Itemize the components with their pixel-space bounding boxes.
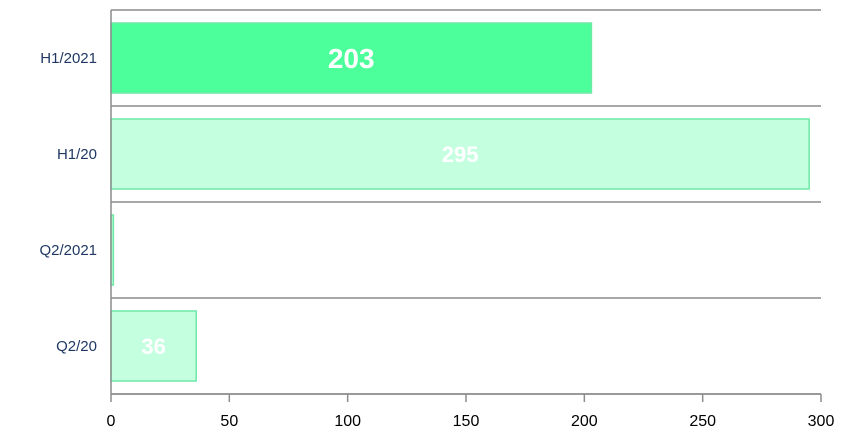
data-labels: 203 295 36 xyxy=(141,43,478,359)
x-tick-label: 100 xyxy=(334,413,361,430)
category-label: H1/2021 xyxy=(40,50,97,67)
category-labels: H1/2021 H1/20 Q2/2021 Q2/20 xyxy=(39,50,97,355)
x-tick-label: 150 xyxy=(453,413,480,430)
x-tick-label: 200 xyxy=(571,413,598,430)
category-label: H1/20 xyxy=(57,146,97,163)
x-tick-label: 0 xyxy=(107,413,116,430)
bar-h1-2021 xyxy=(110,22,593,94)
category-label: Q2/2021 xyxy=(39,242,97,259)
x-tick-label: 300 xyxy=(808,413,835,430)
x-tick-label: 250 xyxy=(689,413,716,430)
data-label: 203 xyxy=(328,43,375,74)
data-label: 295 xyxy=(442,142,479,167)
data-label: 36 xyxy=(141,334,165,359)
x-tick-label: 50 xyxy=(220,413,238,430)
x-axis-ticks: 0 50 100 150 200 250 300 xyxy=(107,394,835,430)
bar-q2-20 xyxy=(110,310,197,382)
category-label: Q2/20 xyxy=(56,338,97,355)
